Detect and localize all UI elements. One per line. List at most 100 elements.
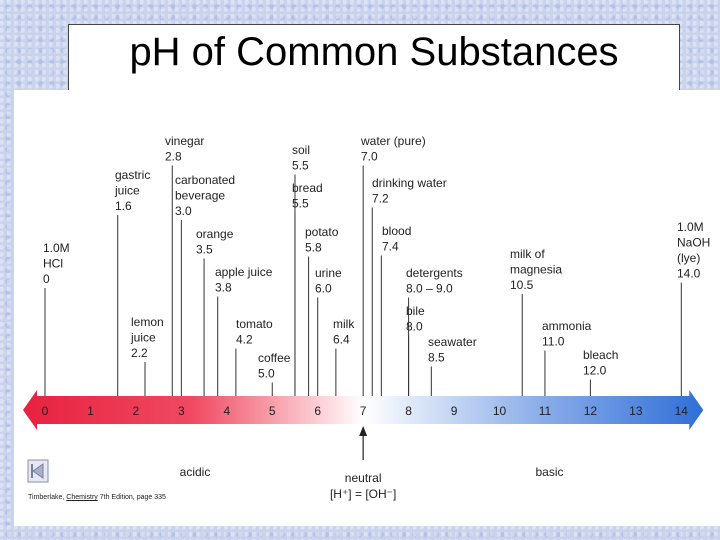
substance-ph-value: 7.4	[382, 240, 399, 254]
substance-label: apple juice 3.8	[215, 265, 273, 295]
page-title: pH of Common Substances	[129, 30, 619, 74]
substance-label: bread 5.5	[292, 181, 323, 211]
substance-name: HCl	[43, 257, 63, 271]
substance-ph-value: 7.0	[361, 150, 378, 164]
substance-label: urine 6.0	[315, 266, 342, 296]
ph-tick-label: 13	[629, 404, 643, 418]
substance-name: NaOH	[677, 236, 710, 250]
substance-name: carbonated	[175, 173, 235, 187]
substance-ph-value: 11.0	[542, 335, 565, 349]
substance-name: drinking water	[372, 176, 447, 190]
substance-ph-value: 8.0 – 9.0	[406, 282, 453, 296]
substance-ph-value: 3.8	[215, 281, 232, 295]
ph-tick-label: 1	[87, 404, 94, 418]
substance-ph-value: 6.4	[333, 333, 350, 347]
neutral-label: neutral	[345, 471, 382, 485]
substance-name: potato	[305, 225, 339, 239]
substance-ph-value: 4.2	[236, 333, 253, 347]
substance-name: vinegar	[165, 134, 204, 148]
substance-name: urine	[315, 266, 342, 280]
substance-ph-value: 0	[43, 272, 50, 286]
substance-label: 1.0M NaOH(lye) 14.0	[677, 220, 710, 281]
substance-name: milk	[333, 317, 355, 331]
substance-ph-value: 8.5	[428, 351, 445, 365]
substance-ph-value: 5.5	[292, 159, 309, 173]
substance-name: 1.0M	[43, 241, 70, 255]
substance-name: milk of	[510, 247, 545, 261]
substance-name: bleach	[583, 348, 618, 362]
ph-tick-label: 10	[493, 404, 507, 418]
substance-name: seawater	[428, 335, 477, 349]
substance-name: detergents	[406, 266, 463, 280]
substance-name: juice	[130, 331, 156, 345]
substance-ph-value: 12.0	[583, 364, 607, 378]
ph-tick-label: 11	[539, 404, 552, 418]
substance-ph-value: 2.8	[165, 150, 182, 164]
substance-label: milk 6.4	[333, 317, 355, 347]
substance-label: bleach 12.0	[583, 348, 618, 378]
substance-name: (lye)	[677, 251, 700, 265]
substance-ph-value: 2.2	[131, 346, 148, 360]
substance-name: ammonia	[542, 319, 592, 333]
ph-diagram-panel: 0 1 2 3 4 5 6 7 8 9 10 11 12 13 14 acidic basic neutral [H…	[14, 90, 720, 526]
substance-name: beverage	[175, 189, 225, 203]
substance-label: orange 3.5	[196, 227, 234, 257]
substance-name: bile	[406, 304, 425, 318]
basic-label: basic	[535, 465, 563, 479]
substance-label: soil 5.5	[292, 143, 310, 173]
substance-name: water (pure)	[360, 134, 426, 148]
substance-label: bile 8.0	[406, 304, 425, 334]
substance-name: gastric	[115, 168, 150, 182]
ph-tick-label: 7	[360, 404, 367, 418]
substance-label: drinking water 7.2	[372, 176, 447, 206]
substance-ph-value: 8.0	[406, 320, 423, 334]
substance-ph-value: 3.0	[175, 204, 192, 218]
back-arrow-icon[interactable]	[27, 459, 49, 483]
substance-name: coffee	[258, 351, 291, 365]
substance-name: bread	[292, 181, 323, 195]
ph-scale-bar	[23, 390, 704, 430]
substance-name: tomato	[236, 317, 273, 331]
neutral-formula: [H⁺] = [OH⁻]	[330, 487, 396, 501]
neutral-arrow-head	[359, 426, 368, 436]
substance-label: vinegar 2.8	[165, 134, 204, 164]
substance-label: coffee 5.0	[258, 351, 291, 381]
substance-label: water (pure) 7.0	[360, 134, 426, 164]
ph-tick-label: 8	[405, 404, 412, 418]
ph-tick-label: 9	[451, 404, 458, 418]
substance-label: blood 7.4	[382, 224, 411, 254]
substance-name: soil	[292, 143, 310, 157]
substance-ph-value: 5.8	[305, 241, 322, 255]
substance-name: blood	[382, 224, 411, 238]
substance-ph-value: 10.5	[510, 278, 534, 292]
substance-label: ammonia 11.0	[542, 319, 592, 349]
substance-ph-value: 7.2	[372, 192, 389, 206]
substance-ph-value: 6.0	[315, 282, 332, 296]
substance-ph-value: 14.0	[677, 267, 701, 281]
substance-ph-value: 5.5	[292, 197, 309, 211]
substance-name: juice	[114, 184, 140, 198]
ph-tick-label: 2	[133, 404, 140, 418]
substance-name: 1.0M	[677, 220, 704, 234]
ph-tick-label: 14	[675, 404, 689, 418]
substance-name: apple juice	[215, 265, 273, 279]
ph-tick-label: 6	[314, 404, 321, 418]
substance-label: seawater 8.5	[428, 335, 477, 365]
ph-tick-label: 5	[269, 404, 276, 418]
substance-ph-value: 1.6	[115, 199, 132, 213]
substance-label: potato 5.8	[305, 225, 339, 255]
substance-name: lemon	[131, 315, 164, 329]
ph-tick-label: 12	[584, 404, 598, 418]
title-box	[68, 24, 680, 94]
substance-ph-value: 5.0	[258, 367, 275, 381]
ph-tick-label: 3	[178, 404, 185, 418]
substance-ph-value: 3.5	[196, 243, 213, 257]
substance-name: orange	[196, 227, 234, 241]
acidic-label: acidic	[180, 465, 211, 479]
